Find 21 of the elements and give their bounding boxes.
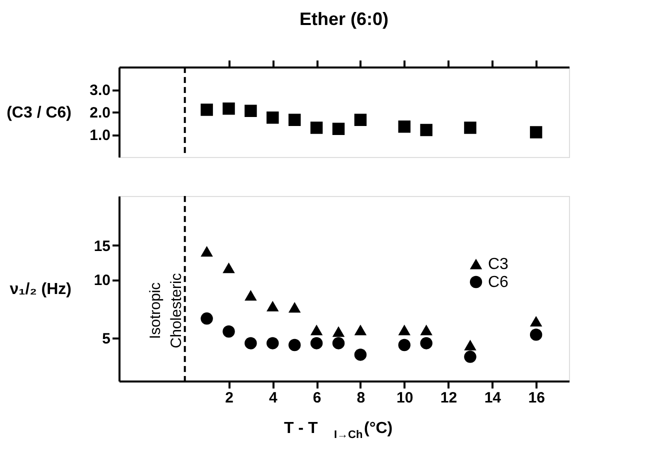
x-tick-label: 10 xyxy=(396,390,414,406)
legend-label: C6 xyxy=(488,274,509,291)
annotation: Cholesteric xyxy=(168,272,185,348)
legend-label: C3 xyxy=(488,256,509,273)
annotation: Isotropic xyxy=(146,282,164,340)
x-tick-label: 12 xyxy=(440,390,458,406)
x-tick-label: 14 xyxy=(484,390,502,406)
y-tick-label: 1.0 xyxy=(90,127,110,144)
x-tick-label: 16 xyxy=(528,390,545,406)
x-tick-label: 8 xyxy=(356,390,366,406)
chart-title: Ether (6:0) xyxy=(299,9,389,29)
y-tick-label: 10 xyxy=(94,272,110,290)
x-tick-label: 2 xyxy=(225,390,234,406)
y-tick-label: 5 xyxy=(102,330,110,348)
y-axis-title: ν₁/₂ (Hz) xyxy=(10,281,72,298)
y-axis-title: (C3 / C6) xyxy=(6,104,72,122)
x-tick-label: 6 xyxy=(312,390,322,406)
x-tick-label: 4 xyxy=(268,390,278,406)
y-tick-label: 3.0 xyxy=(90,82,110,99)
y-tick-label: 2.0 xyxy=(90,104,110,122)
y-tick-label: 15 xyxy=(94,238,110,255)
